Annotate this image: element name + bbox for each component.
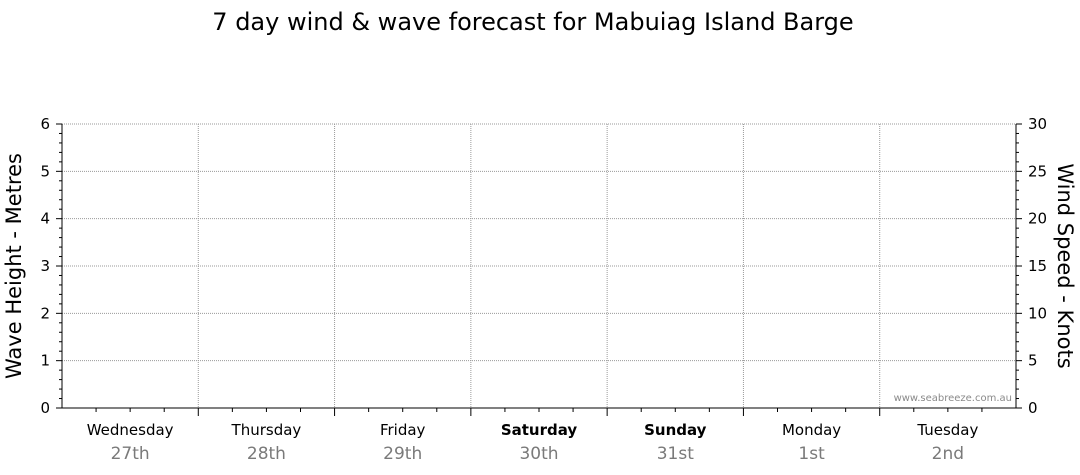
day-date-label: 31st	[657, 444, 694, 464]
left-tick-label: 5	[40, 162, 50, 180]
day-name-label: Tuesday	[916, 421, 978, 439]
left-axis-ticks: 0 1 2 3 4 5 6	[40, 115, 62, 417]
right-tick-label: 0	[1028, 399, 1038, 417]
left-tick-label: 6	[40, 115, 50, 133]
day-date-label: 2nd	[932, 444, 964, 464]
day-date-label: 1st	[798, 444, 825, 464]
day-name-label: Saturday	[501, 421, 578, 439]
right-tick-label: 20	[1028, 210, 1047, 228]
right-tick-label: 5	[1028, 352, 1038, 370]
left-tick-label: 4	[40, 210, 50, 228]
left-axis-title: Wave Height - Metres	[2, 153, 26, 379]
left-tick-label: 3	[40, 257, 50, 275]
day-date-label: 29th	[383, 444, 422, 464]
left-tick-label: 0	[40, 399, 50, 417]
right-tick-label: 25	[1028, 162, 1047, 180]
watermark: www.seabreeze.com.au	[894, 393, 1012, 404]
day-date-label: 30th	[519, 444, 558, 464]
chart-title: 7 day wind & wave forecast for Mabuiag I…	[212, 8, 853, 36]
right-tick-label: 10	[1028, 304, 1047, 322]
axes	[61, 124, 1017, 416]
day-name-label: Monday	[782, 421, 841, 439]
grid	[62, 123, 1016, 408]
right-axis-ticks: 0 5 10 15 20 25 30	[1016, 115, 1047, 417]
right-tick-label: 30	[1028, 115, 1047, 133]
day-date-label: 28th	[247, 444, 286, 464]
right-tick-label: 15	[1028, 257, 1047, 275]
left-tick-label: 1	[40, 352, 50, 370]
day-name-label: Wednesday	[87, 421, 174, 439]
day-labels: Wednesday 27th Thursday 28th Friday 29th Satur…	[87, 421, 979, 464]
left-tick-label: 2	[40, 304, 50, 322]
right-axis-title: Wind Speed - Knots	[1053, 163, 1077, 368]
day-name-label: Thursday	[231, 421, 302, 439]
day-name-label: Friday	[380, 421, 426, 439]
day-date-label: 27th	[111, 444, 150, 464]
day-name-label: Sunday	[644, 421, 707, 439]
